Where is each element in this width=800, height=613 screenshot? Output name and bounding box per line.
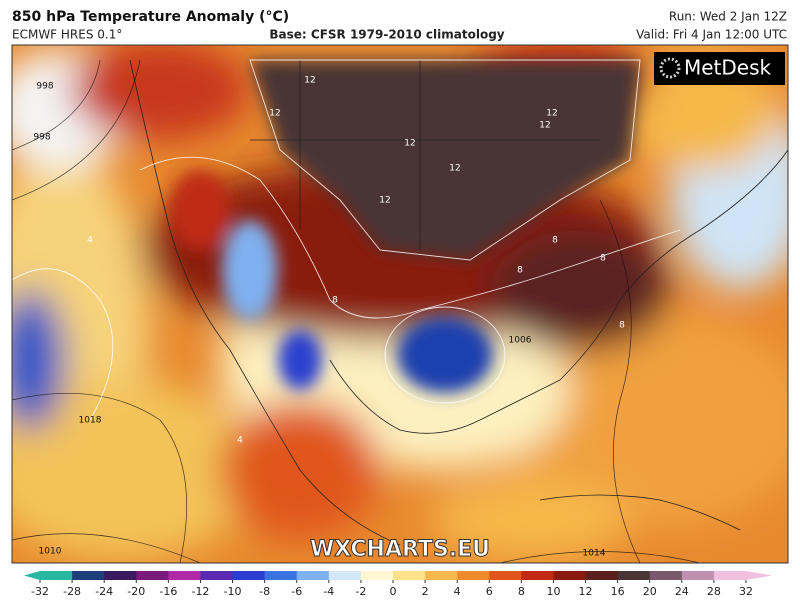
colorbar-tick-label: -16 [159,585,177,598]
colorbar-tick-label: 2 [422,585,429,598]
brand-box [654,52,785,85]
map-frame [11,44,789,564]
colorbar-tick-label: -24 [95,585,113,598]
contour-labels: 12 12 12 12 12 12 12 8 8 8 8 8 4 4 998 998 1018 1010 1014 1… [33,76,625,559]
colorbar-tick-label: 0 [390,585,397,598]
colorbar-segment [328,571,362,580]
valid-time: Valid: Fri 4 Jan 12:00 UTC [636,28,787,42]
colorbar-tick-label: 32 [739,585,753,598]
run-time: Run: Wed 2 Jan 12Z [669,10,787,24]
colorbar-segment [585,571,619,580]
isobar-label: 998 [36,82,53,92]
colorbar-segment [489,571,522,580]
anomaly-label: 12 [404,139,415,149]
colorbar-tick-label: -12 [191,585,209,598]
colorbar-segment [136,571,169,580]
isobar-label: 1006 [509,336,532,346]
colorbar-segment [713,571,747,580]
anomaly-label: 12 [539,121,550,131]
colorbar-segment [232,571,266,580]
colorbar-tick-label: 4 [454,585,461,598]
colorbar-arrow-high [746,571,772,580]
colorbar-tick-label: -6 [291,585,302,598]
watermark: WXCHARTS.EU [310,537,490,562]
colorbar-segment [521,571,554,580]
colorbar-tick-label: -20 [127,585,145,598]
colorbar-tick-label: -8 [259,585,270,598]
map-title: 850 hPa Temperature Anomaly (°C) [12,9,289,25]
anomaly-label: 4 [237,436,243,446]
colorbar-tick-label: -10 [224,585,242,598]
colorbar-segment [553,571,587,580]
isobars [12,59,701,563]
anomaly-label: 8 [517,266,523,276]
anomaly-label: 8 [552,236,558,246]
colorbar-tick-label: -2 [355,585,366,598]
colorbar-segment [393,571,426,580]
colorbar-segment [681,571,715,580]
colorbar-tick-label: -28 [63,585,81,598]
colorbar-segment [296,571,330,580]
brand-name: MetDesk [684,56,772,80]
isobar-label: 1014 [583,549,606,559]
colorbar-arrow-low [24,571,40,580]
colorbar: -32 -28 -24 -20 -16 -12 -10 -8 -6 -4 -2 0 2 4 6 8 10 12 16… [24,571,772,598]
coastlines [129,59,788,546]
colorbar-segment [457,571,490,580]
anomaly-label: 8 [619,321,625,331]
colorbar-tick-label: -4 [323,585,334,598]
anomaly-label: 12 [449,164,460,174]
anomaly-label: 12 [546,109,557,119]
colorbar-tick-label: 8 [518,585,525,598]
colorbar-segment [200,571,234,580]
colorbar-segment [72,571,105,580]
colorbar-segment [264,571,298,580]
colorbar-tick-label: 28 [707,585,721,598]
isobar-label: 1018 [79,416,102,426]
colorbar-tick-label: 16 [611,585,625,598]
colorbar-tick-label: 6 [486,585,493,598]
colorbar-segment [425,571,458,580]
model-name: ECMWF HRES 0.1° [12,28,122,42]
anomaly-contours [12,59,681,421]
anomaly-core [170,60,640,393]
brand-logo [659,57,681,79]
isobar-label: 998 [33,133,50,143]
colorbar-tick-label: -32 [31,585,49,598]
colorbar-segment [40,571,73,580]
anomaly-label: 8 [332,296,338,306]
isobar-label: 1010 [39,547,62,557]
anomaly-label: 4 [87,236,93,246]
base-climatology: Base: CFSR 1979-2010 climatology [269,28,504,42]
colorbar-segment [104,571,137,580]
anomaly-label: 12 [304,76,315,86]
colorbar-tick-label: 20 [643,585,657,598]
colorbar-segment [360,571,394,580]
colorbar-segment [649,571,683,580]
colorbar-segment [168,571,201,580]
anomaly-label: 8 [600,254,606,264]
anomaly-label: 12 [379,196,390,206]
colorbar-segment [617,571,651,580]
map-area [12,45,788,563]
colorbar-tick-label: 10 [546,585,560,598]
colorbar-tick-label: 12 [579,585,593,598]
colorbar-tick-label: 24 [675,585,689,598]
anomaly-label: 12 [269,109,280,119]
